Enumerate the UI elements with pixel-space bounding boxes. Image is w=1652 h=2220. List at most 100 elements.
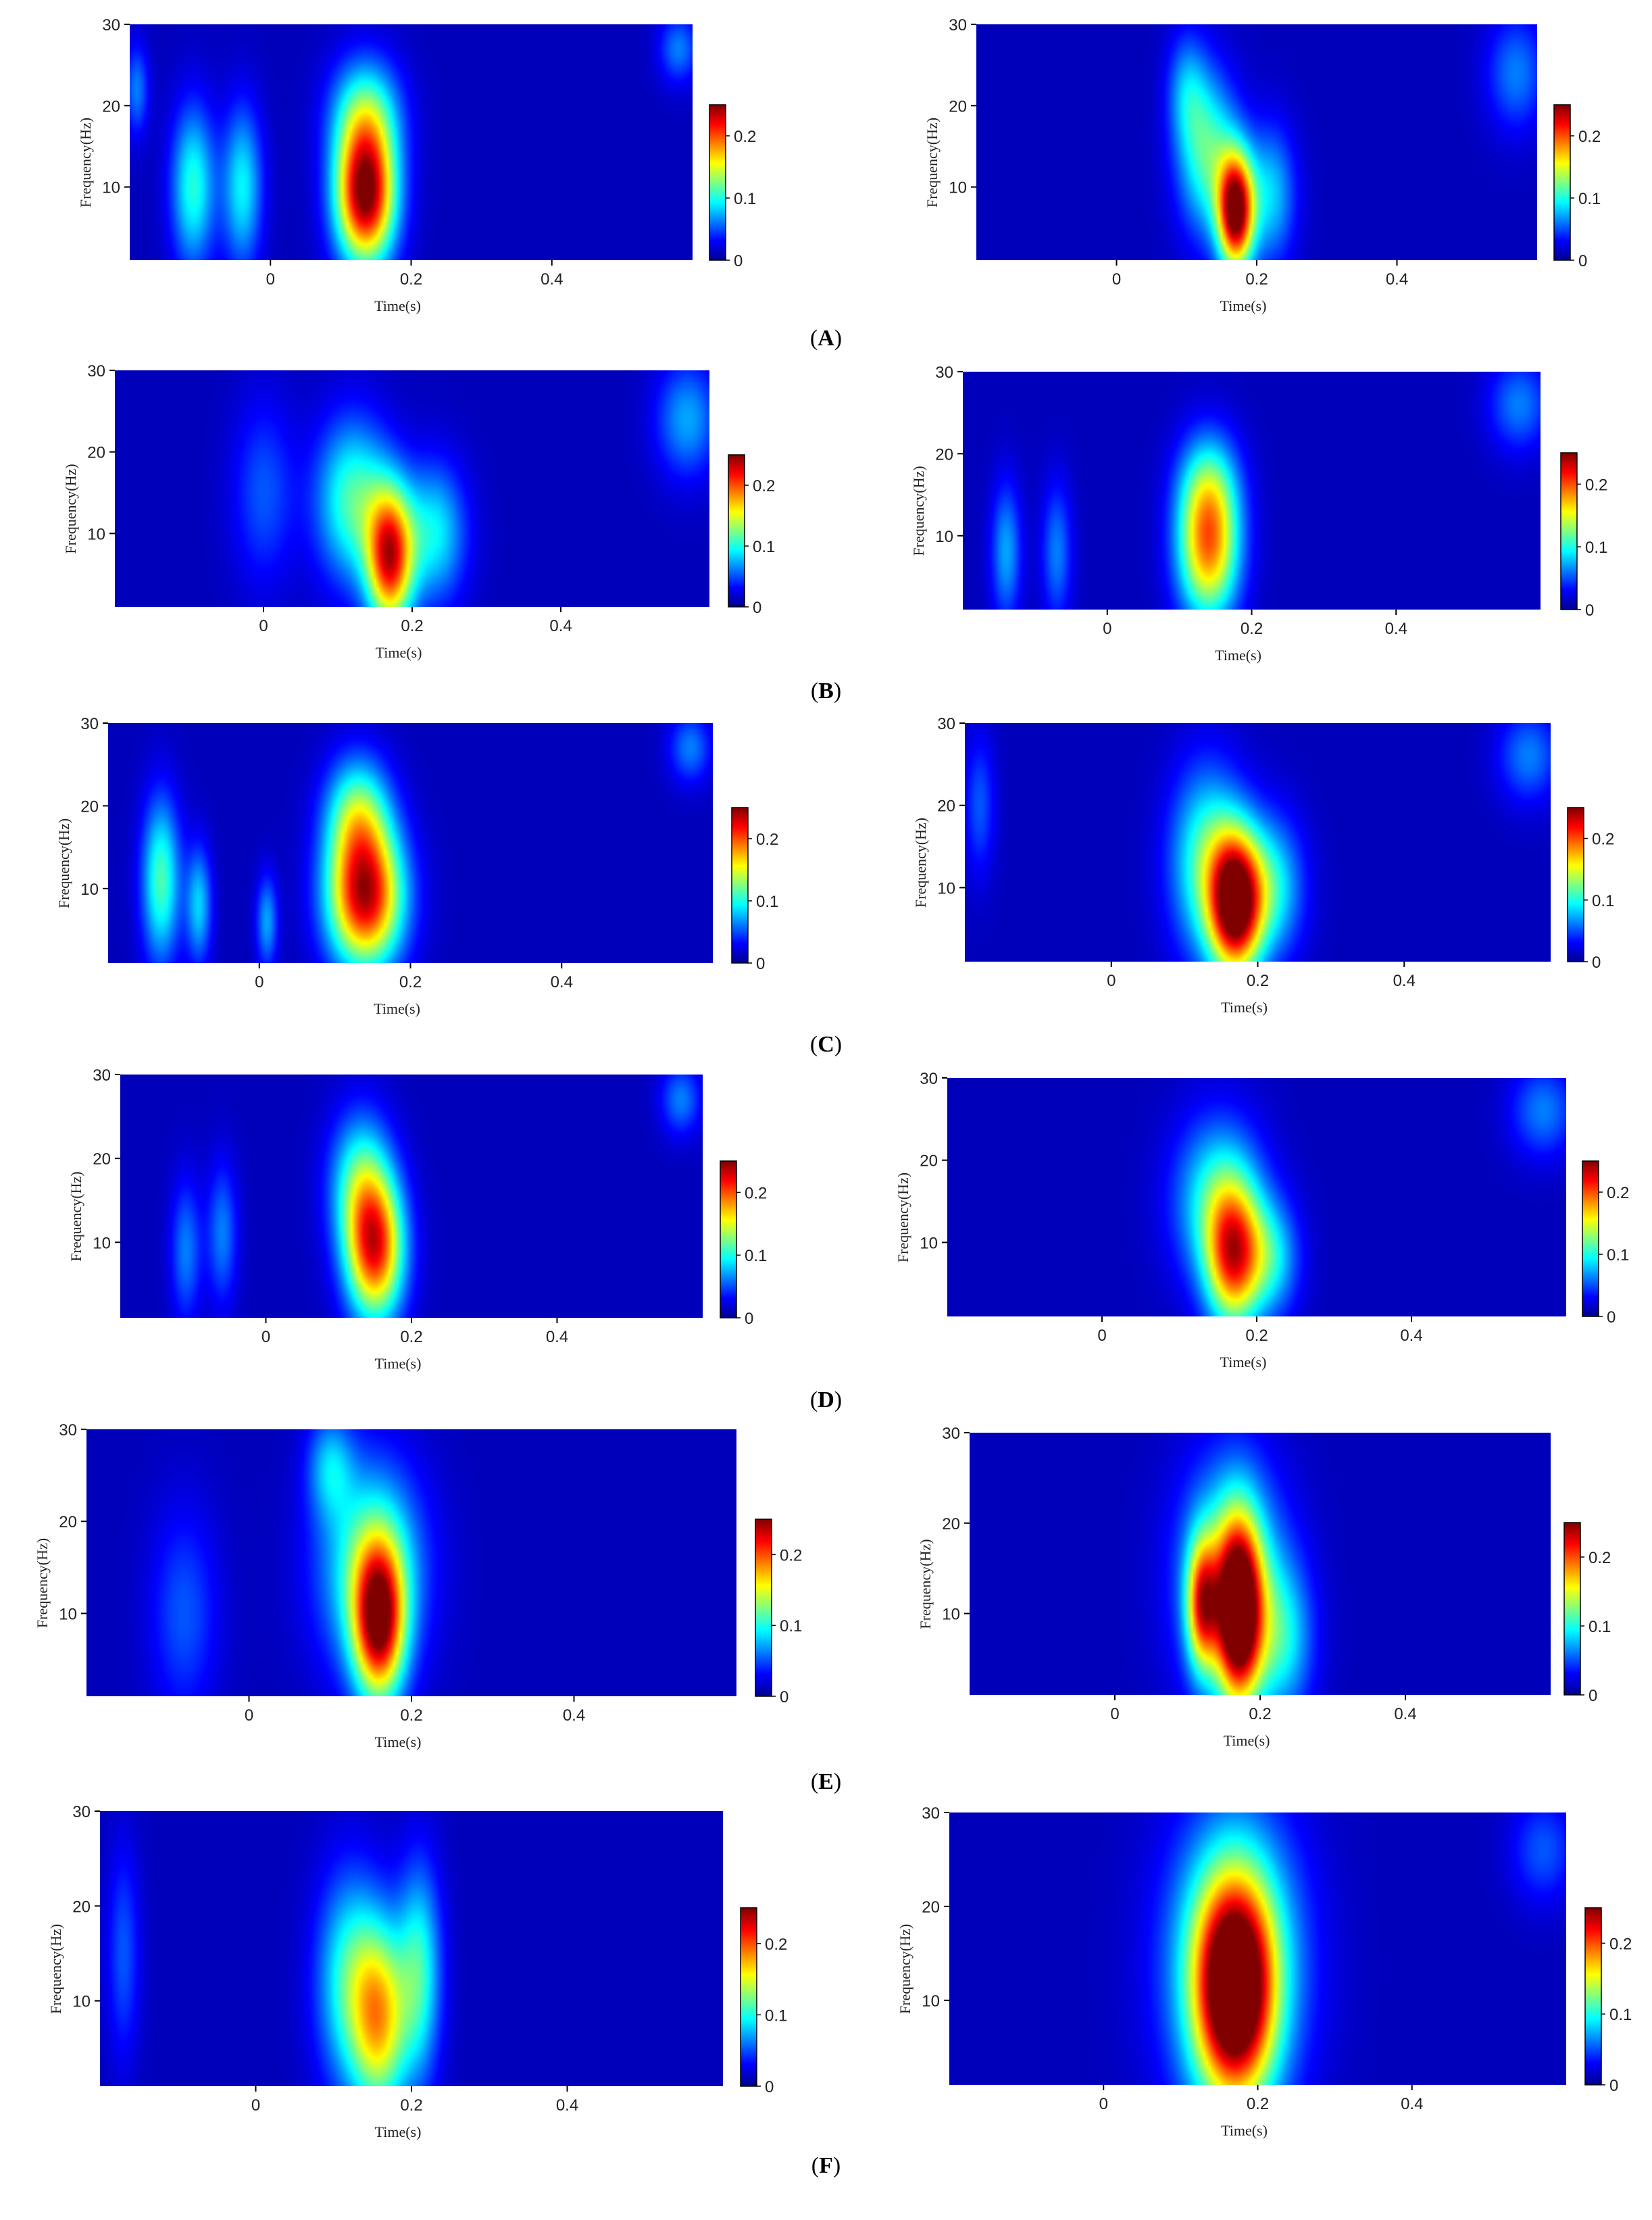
colorbar-tick-label: 0.2 bbox=[1592, 831, 1614, 849]
colorbar-tick-label: 0 bbox=[1592, 954, 1601, 972]
colorbar-tick-label: 0 bbox=[1585, 601, 1594, 620]
x-tick-label: 0.4 bbox=[546, 1328, 568, 1346]
y-tick-label: 30 bbox=[920, 1070, 938, 1088]
y-tick-label: 10 bbox=[942, 1606, 960, 1624]
y-tick-label: 30 bbox=[72, 1803, 91, 1821]
colorbar-tick-label: 0.1 bbox=[753, 538, 775, 556]
y-tick-label: 20 bbox=[59, 1513, 77, 1531]
colorbar-tick-label: 0 bbox=[753, 599, 761, 617]
y-tick-label: 20 bbox=[949, 97, 967, 116]
y-tick-label: 10 bbox=[59, 1605, 77, 1623]
x-tick-label: 0 bbox=[1107, 972, 1116, 990]
x-axis-label: Time(s) bbox=[1220, 297, 1267, 314]
y-tick-label: 20 bbox=[937, 797, 955, 816]
colorbar bbox=[1584, 1907, 1602, 2086]
x-tick-label: 0 bbox=[255, 973, 264, 991]
colorbar-tick-label: 0.2 bbox=[765, 1935, 787, 1954]
chart-d-left: 10 20 30 0 0.2 0.4 Time(s) Frequency(Hz) 0 0.1 0.2 bbox=[68, 1066, 767, 1372]
x-tick-label: 0.4 bbox=[556, 2096, 578, 2115]
colorbar bbox=[728, 454, 745, 608]
x-tick-label: 0.4 bbox=[1393, 972, 1416, 990]
x-axis-label: Time(s) bbox=[375, 2123, 422, 2140]
chart-e-right-heatmap bbox=[970, 1433, 1551, 1695]
y-tick-label: 30 bbox=[935, 364, 953, 382]
colorbar-tick-label: 0.2 bbox=[745, 1184, 767, 1202]
colorbar-tick-label: 0.1 bbox=[780, 1617, 802, 1635]
x-tick-label: 0.2 bbox=[399, 973, 422, 991]
x-tick-label: 0.2 bbox=[400, 270, 422, 289]
x-axis-label: Time(s) bbox=[374, 1000, 420, 1017]
x-axis-label: Time(s) bbox=[375, 1355, 422, 1372]
colorbar-tick-label: 0.1 bbox=[1588, 1618, 1611, 1636]
chart-e-left-heatmap bbox=[86, 1429, 736, 1696]
x-tick-label: 0 bbox=[261, 1328, 270, 1346]
y-tick-label: 30 bbox=[949, 16, 967, 34]
x-axis-label: Time(s) bbox=[1221, 2122, 1268, 2139]
y-tick-label: 10 bbox=[102, 179, 120, 197]
x-tick-label: 0.2 bbox=[1241, 620, 1263, 638]
y-axis-label: Frequency(Hz) bbox=[47, 1924, 64, 2014]
colorbar bbox=[709, 104, 726, 261]
chart-c-right: 10 20 30 0 0.2 0.4 Time(s) Frequency(Hz) 0 0.1 0.2 bbox=[912, 715, 1614, 1016]
x-axis-label: Time(s) bbox=[1221, 999, 1268, 1016]
chart-b-left-heatmap bbox=[115, 370, 709, 607]
x-tick-label: 0.4 bbox=[551, 973, 573, 991]
x-tick-label: 0.2 bbox=[1245, 1327, 1268, 1345]
x-tick-label: 0 bbox=[1099, 2095, 1108, 2113]
y-axis-label: Frequency(Hz) bbox=[912, 818, 929, 908]
x-tick-label: 0.4 bbox=[1401, 2095, 1423, 2113]
x-axis-label: Time(s) bbox=[375, 1733, 422, 1750]
chart-d-right: 10 20 30 0 0.2 0.4 Time(s) Frequency(Hz) 0 0.1 0.2 bbox=[895, 1070, 1629, 1371]
x-tick-label: 0.4 bbox=[541, 270, 563, 289]
colorbar-tick-label: 0 bbox=[1609, 2077, 1618, 2095]
y-tick-label: 10 bbox=[920, 1234, 938, 1252]
x-axis-label: Time(s) bbox=[374, 297, 421, 314]
x-tick-label: 0.2 bbox=[400, 2096, 422, 2115]
colorbar-tick-label: 0 bbox=[745, 1310, 753, 1328]
y-axis-label: Frequency(Hz) bbox=[34, 1538, 51, 1628]
x-tick-label: 0.2 bbox=[400, 1706, 422, 1725]
panel-label-e: (E) bbox=[810, 1769, 842, 1794]
chart-b-right-heatmap bbox=[963, 372, 1541, 610]
y-tick-label: 10 bbox=[937, 879, 955, 897]
y-tick-label: 20 bbox=[80, 797, 99, 816]
y-tick-label: 20 bbox=[935, 445, 953, 464]
y-tick-label: 30 bbox=[922, 1804, 940, 1823]
x-tick-label: 0 bbox=[266, 270, 275, 289]
y-tick-label: 20 bbox=[72, 1898, 91, 1916]
x-tick-label: 0 bbox=[1097, 1327, 1106, 1345]
y-tick-label: 30 bbox=[87, 362, 105, 380]
chart-d-right-heatmap bbox=[947, 1078, 1566, 1316]
colorbar-tick-label: 0.2 bbox=[734, 128, 756, 146]
colorbar-tick-label: 0.1 bbox=[1607, 1246, 1629, 1264]
colorbar bbox=[1567, 807, 1584, 962]
chart-f-left: 10 20 30 0 0.2 0.4 Time(s) Frequency(Hz) 0 0.1 0.2 bbox=[47, 1803, 787, 2140]
x-tick-label: 0.4 bbox=[563, 1706, 585, 1725]
colorbar-tick-label: 0.2 bbox=[1578, 128, 1601, 146]
chart-e-right: 10 20 30 0 0.2 0.4 Time(s) Frequency(Hz) 0 0.1 0.2 bbox=[917, 1425, 1611, 1749]
x-tick-label: 0 bbox=[1110, 1705, 1119, 1723]
y-axis-label: Frequency(Hz) bbox=[62, 464, 79, 553]
colorbar-tick-label: 0 bbox=[734, 252, 743, 270]
colorbar bbox=[740, 1907, 757, 2087]
chart-d-left-heatmap bbox=[120, 1075, 703, 1318]
x-axis-label: Time(s) bbox=[376, 644, 422, 661]
colorbar bbox=[731, 807, 749, 964]
y-tick-label: 10 bbox=[949, 179, 967, 197]
y-tick-label: 30 bbox=[937, 715, 955, 733]
y-tick-label: 10 bbox=[72, 1993, 91, 2011]
colorbar-tick-label: 0 bbox=[1578, 252, 1587, 270]
chart-c-right-heatmap bbox=[965, 723, 1551, 962]
colorbar-tick-label: 0.2 bbox=[753, 477, 775, 495]
x-tick-label: 0.4 bbox=[549, 617, 572, 635]
y-tick-label: 10 bbox=[922, 1992, 940, 2011]
chart-b-left: 10 20 30 0 0.2 0.4 Time(s) Frequency(Hz) 0 0.1 0.2 bbox=[62, 362, 775, 661]
colorbar bbox=[720, 1160, 737, 1318]
y-axis-label: Frequency(Hz) bbox=[897, 1924, 913, 2014]
x-tick-label: 0.2 bbox=[1247, 2095, 1269, 2113]
y-axis-label: Frequency(Hz) bbox=[924, 118, 941, 207]
colorbar-tick-label: 0.2 bbox=[1585, 476, 1607, 494]
panel-label-c: (C) bbox=[809, 1032, 843, 1057]
colorbar-tick-label: 0 bbox=[1607, 1308, 1616, 1327]
x-tick-label: 0.2 bbox=[1247, 972, 1269, 990]
